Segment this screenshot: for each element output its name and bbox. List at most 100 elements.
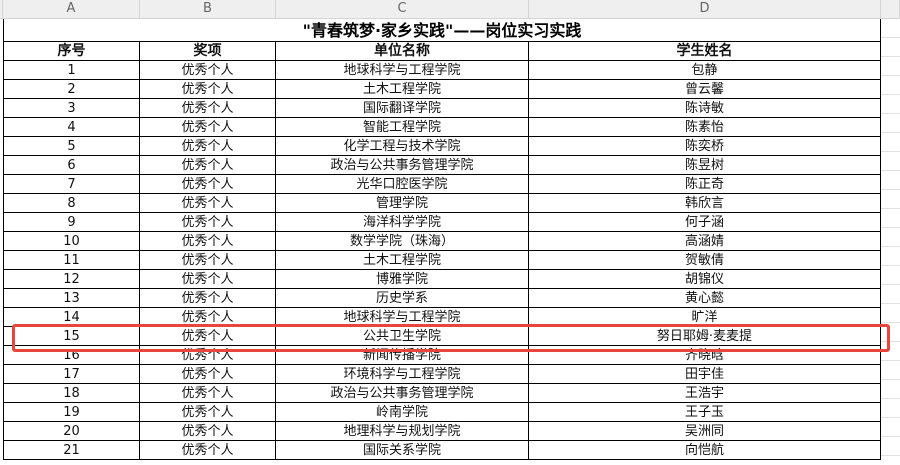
unit-cell[interactable]: 政治与公共事务管理学院 (275, 156, 528, 174)
student-name-cell[interactable]: 向恺航 (528, 441, 881, 459)
unit-cell[interactable]: 公共卫生学院 (275, 327, 528, 345)
award-cell[interactable]: 优秀个人 (139, 403, 275, 421)
table-row: 8 优秀个人 管理学院 韩欣言 (3, 194, 881, 213)
index-cell[interactable]: 15 (3, 327, 139, 345)
award-cell[interactable]: 优秀个人 (139, 251, 275, 269)
award-cell[interactable]: 优秀个人 (139, 308, 275, 326)
student-name-cell[interactable]: 陈正奇 (528, 175, 881, 193)
student-name-cell[interactable]: 旷洋 (528, 308, 881, 326)
unit-cell[interactable]: 政治与公共事务管理学院 (275, 384, 528, 402)
award-cell[interactable]: 优秀个人 (139, 99, 275, 117)
header-cell[interactable]: 奖项 (139, 42, 275, 60)
table-row: 15 优秀个人 公共卫生学院 努日耶姆·麦麦提 (3, 327, 881, 346)
student-name-cell[interactable]: 王浩宇 (528, 384, 881, 402)
student-name-cell[interactable]: 陈诗敏 (528, 99, 881, 117)
unit-cell[interactable]: 土木工程学院 (275, 80, 528, 98)
award-cell[interactable]: 优秀个人 (139, 232, 275, 250)
unit-cell[interactable]: 博雅学院 (275, 270, 528, 288)
student-name-cell[interactable]: 贺敏倩 (528, 251, 881, 269)
sheet-title[interactable]: "青春筑梦·家乡实践"——岗位实习实践 (3, 19, 881, 42)
index-cell[interactable]: 3 (3, 99, 139, 117)
header-cell[interactable]: 序号 (3, 42, 139, 60)
index-cell[interactable]: 13 (3, 289, 139, 307)
index-cell[interactable]: 7 (3, 175, 139, 193)
unit-cell[interactable]: 地球科学与工程学院 (275, 61, 528, 79)
student-name-cell[interactable]: 曾云馨 (528, 80, 881, 98)
index-cell[interactable]: 2 (3, 80, 139, 98)
column-header-b[interactable]: B (140, 0, 276, 18)
unit-cell[interactable]: 新闻传播学院 (275, 346, 528, 364)
award-cell[interactable]: 优秀个人 (139, 194, 275, 212)
index-cell[interactable]: 9 (3, 213, 139, 231)
header-cell[interactable]: 学生姓名 (528, 42, 881, 60)
unit-cell[interactable]: 地理科学与规划学院 (275, 422, 528, 440)
unit-cell[interactable]: 化学工程与技术学院 (275, 137, 528, 155)
student-name-cell[interactable]: 何子涵 (528, 213, 881, 231)
column-header-e[interactable] (881, 0, 900, 18)
column-header-a[interactable]: A (3, 0, 140, 18)
student-name-cell[interactable]: 高涵婧 (528, 232, 881, 250)
unit-cell[interactable]: 管理学院 (275, 194, 528, 212)
award-cell[interactable]: 优秀个人 (139, 270, 275, 288)
unit-cell[interactable]: 数学学院（珠海） (275, 232, 528, 250)
index-cell[interactable]: 8 (3, 194, 139, 212)
unit-cell[interactable]: 岭南学院 (275, 403, 528, 421)
unit-cell[interactable]: 地球科学与工程学院 (275, 308, 528, 326)
unit-cell[interactable]: 环境科学与工程学院 (275, 365, 528, 383)
index-cell[interactable]: 10 (3, 232, 139, 250)
student-name-cell[interactable]: 吴洲同 (528, 422, 881, 440)
student-name-cell[interactable]: 包静 (528, 61, 881, 79)
index-cell[interactable]: 16 (3, 346, 139, 364)
award-cell[interactable]: 优秀个人 (139, 384, 275, 402)
award-cell[interactable]: 优秀个人 (139, 80, 275, 98)
student-name-cell[interactable]: 韩欣言 (528, 194, 881, 212)
index-cell[interactable]: 1 (3, 61, 139, 79)
student-name-cell[interactable]: 黄心懿 (528, 289, 881, 307)
unit-cell[interactable]: 国际翻译学院 (275, 99, 528, 117)
index-cell[interactable]: 19 (3, 403, 139, 421)
unit-cell[interactable]: 国际关系学院 (275, 441, 528, 459)
unit-cell[interactable]: 土木工程学院 (275, 251, 528, 269)
index-cell[interactable]: 20 (3, 422, 139, 440)
award-cell[interactable]: 优秀个人 (139, 441, 275, 459)
index-cell[interactable]: 4 (3, 118, 139, 136)
table-row: 6 优秀个人 政治与公共事务管理学院 陈昱树 (3, 156, 881, 175)
award-cell[interactable]: 优秀个人 (139, 289, 275, 307)
award-cell[interactable]: 优秀个人 (139, 118, 275, 136)
header-cell[interactable]: 单位名称 (275, 42, 528, 60)
unit-cell[interactable]: 光华口腔医学院 (275, 175, 528, 193)
index-cell[interactable]: 17 (3, 365, 139, 383)
empty-cells[interactable] (880, 19, 900, 465)
index-cell[interactable]: 18 (3, 384, 139, 402)
award-cell[interactable]: 优秀个人 (139, 365, 275, 383)
student-name-cell[interactable]: 努日耶姆·麦麦提 (528, 327, 881, 345)
index-cell[interactable]: 12 (3, 270, 139, 288)
award-cell[interactable]: 优秀个人 (139, 346, 275, 364)
index-cell[interactable]: 5 (3, 137, 139, 155)
student-name-cell[interactable]: 陈素怡 (528, 118, 881, 136)
award-cell[interactable]: 优秀个人 (139, 137, 275, 155)
unit-cell[interactable]: 历史学系 (275, 289, 528, 307)
award-cell[interactable]: 优秀个人 (139, 156, 275, 174)
corner (0, 0, 3, 18)
index-cell[interactable]: 14 (3, 308, 139, 326)
award-cell[interactable]: 优秀个人 (139, 61, 275, 79)
column-header-c[interactable]: C (276, 0, 529, 18)
award-cell[interactable]: 优秀个人 (139, 175, 275, 193)
award-cell[interactable]: 优秀个人 (139, 213, 275, 231)
unit-cell[interactable]: 智能工程学院 (275, 118, 528, 136)
index-cell[interactable]: 21 (3, 441, 139, 459)
award-cell[interactable]: 优秀个人 (139, 422, 275, 440)
index-cell[interactable]: 6 (3, 156, 139, 174)
unit-cell[interactable]: 海洋科学学院 (275, 213, 528, 231)
student-name-cell[interactable]: 齐晓晗 (528, 346, 881, 364)
student-name-cell[interactable]: 陈奕桥 (528, 137, 881, 155)
student-name-cell[interactable]: 田宇佳 (528, 365, 881, 383)
student-name-cell[interactable]: 王子玉 (528, 403, 881, 421)
student-name-cell[interactable]: 胡锦仪 (528, 270, 881, 288)
column-header-d[interactable]: D (529, 0, 881, 18)
student-name-cell[interactable]: 陈昱树 (528, 156, 881, 174)
header-row: 序号 奖项 单位名称 学生姓名 (3, 42, 881, 61)
index-cell[interactable]: 11 (3, 251, 139, 269)
award-cell[interactable]: 优秀个人 (139, 327, 275, 345)
